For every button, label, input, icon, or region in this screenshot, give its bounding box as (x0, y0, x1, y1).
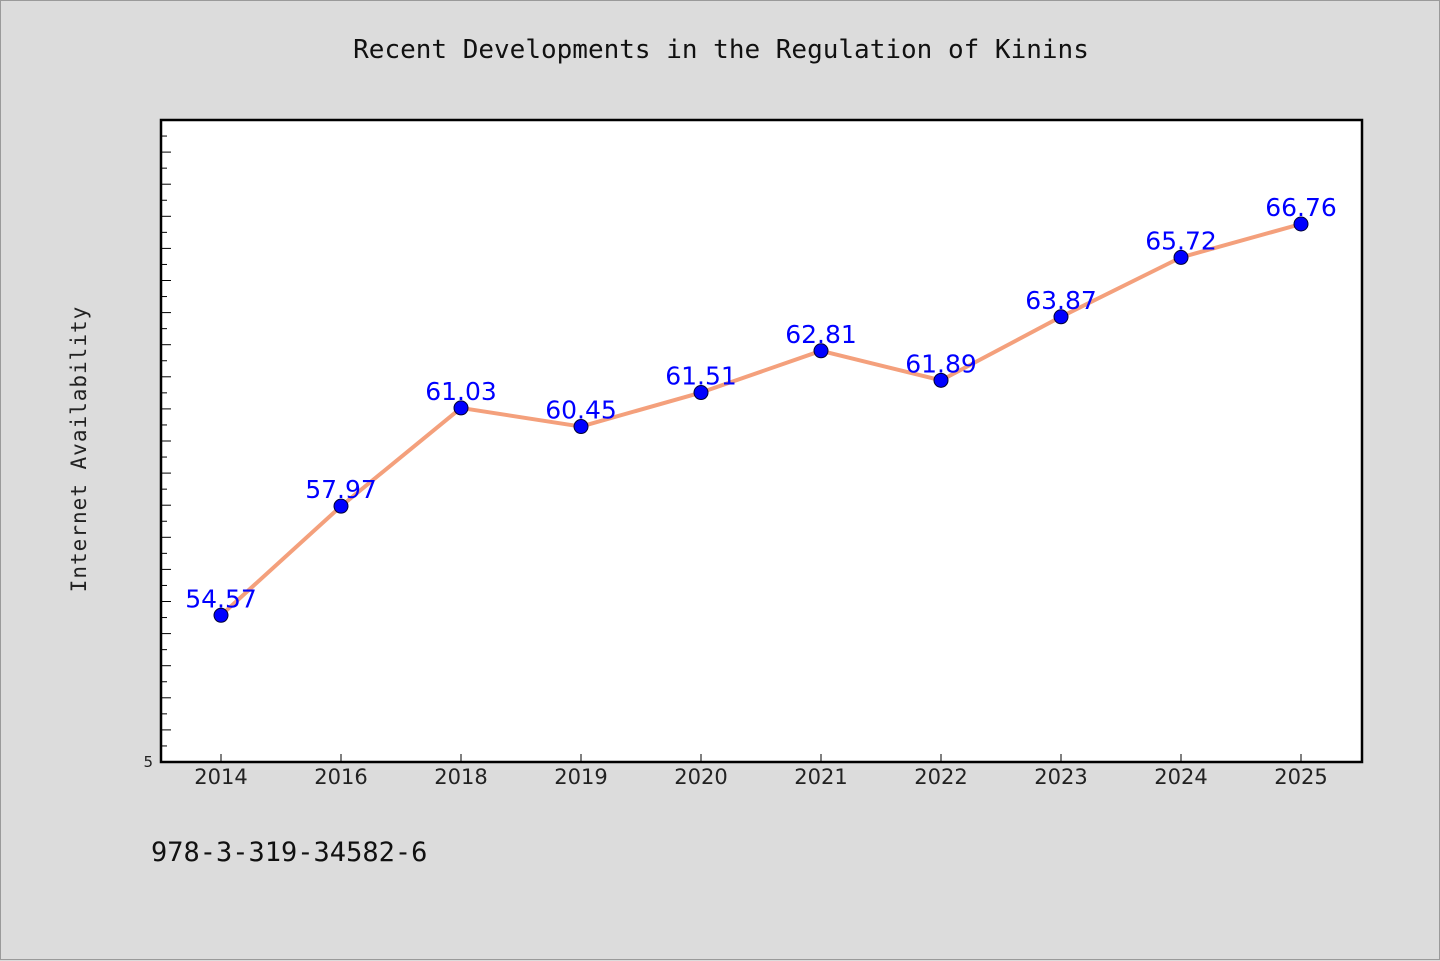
x-tick-label: 2025 (1274, 765, 1327, 789)
x-tick-label: 2022 (914, 765, 967, 789)
chart-title: Recent Developments in the Regulation of… (353, 35, 1089, 65)
data-point (453, 400, 469, 416)
data-point (573, 419, 589, 435)
data-label: 65.72 (1145, 226, 1217, 255)
data-point (1293, 216, 1309, 232)
x-tick-label: 2019 (554, 765, 607, 789)
data-label: 61.89 (905, 349, 977, 378)
y-tick-label: 5 (143, 753, 153, 771)
series-line (219, 222, 1302, 617)
y-axis-ticks (161, 135, 171, 747)
data-label: 66.76 (1265, 193, 1337, 222)
x-tick-label: 2023 (1034, 765, 1087, 789)
x-tick-label: 2018 (434, 765, 487, 789)
data-label: 62.81 (785, 320, 857, 349)
data-point (933, 372, 949, 388)
data-point (1053, 309, 1069, 325)
data-label: 54.57 (185, 584, 257, 613)
data-label: 63.87 (1025, 286, 1097, 315)
data-label: 61.03 (425, 377, 497, 406)
data-point (813, 343, 829, 359)
x-tick-label: 2020 (674, 765, 727, 789)
data-labels: 54.57 57.97 61.03 60.45 61.51 62.81 61.89 63.87… (185, 193, 1337, 613)
data-label: 60.45 (545, 396, 617, 425)
data-point (213, 607, 229, 623)
x-axis-ticks: 2014 2016 2018 2019 2020 2021 2022 2023 2024 2025 (194, 754, 1328, 789)
data-points (213, 216, 1309, 623)
isbn-note: 978-3-319-34582-6 (151, 837, 428, 868)
data-point (693, 385, 709, 401)
x-tick-label: 2021 (794, 765, 847, 789)
data-point (333, 498, 349, 514)
x-tick-label: 2016 (314, 765, 367, 789)
x-tick-label: 2024 (1154, 765, 1207, 789)
data-label: 57.97 (305, 475, 377, 504)
x-tick-label: 2014 (194, 765, 247, 789)
data-point (1173, 249, 1189, 265)
data-label: 61.51 (665, 362, 737, 391)
plot-area (159, 118, 1364, 764)
